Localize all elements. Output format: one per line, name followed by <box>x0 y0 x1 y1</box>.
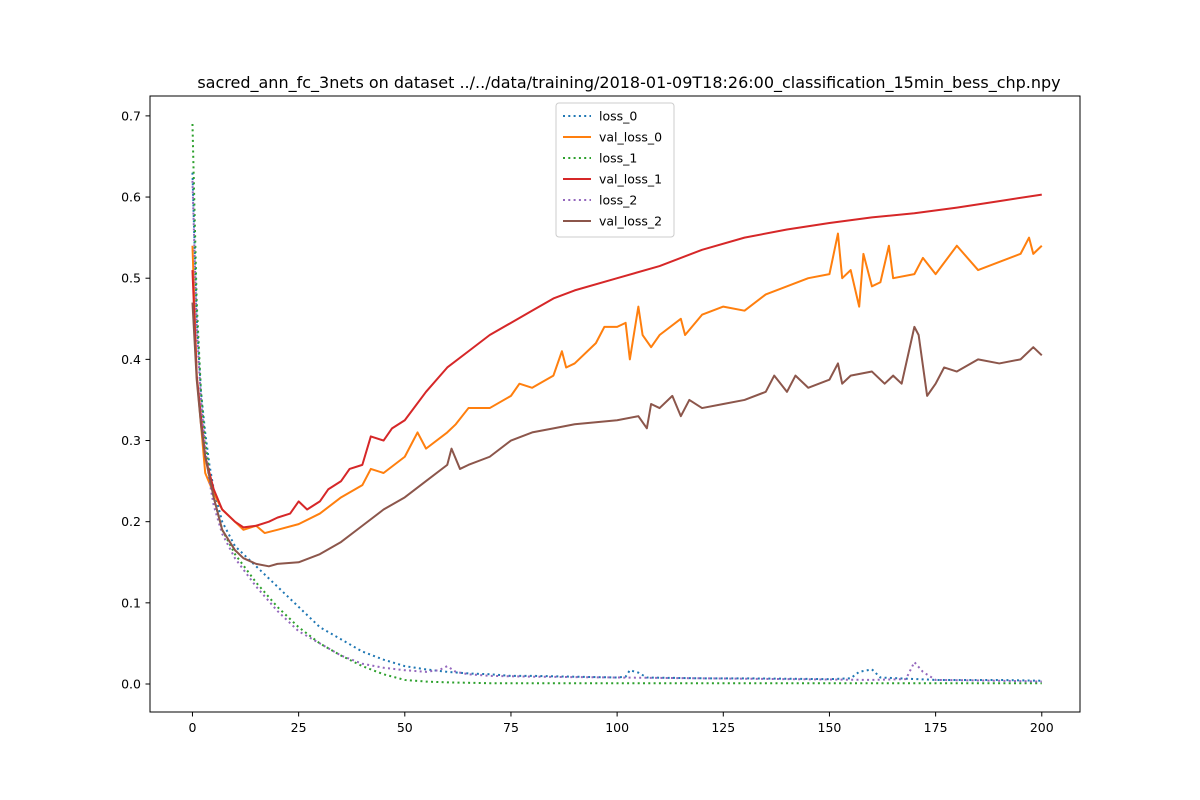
series-line-val-loss-2 <box>191 302 1043 568</box>
y-tick-label: 0.6 <box>121 190 141 205</box>
legend-label-loss-2: loss_2 <box>599 193 637 208</box>
x-tick-label: 50 <box>397 720 413 735</box>
y-tick-label: 0.1 <box>121 595 141 610</box>
x-tick-label: 25 <box>291 720 307 735</box>
y-tick-label: 0.7 <box>121 108 141 123</box>
plot-area-frame <box>149 95 1081 713</box>
y-tick-label: 0.4 <box>121 352 141 367</box>
chart-title: sacred_ann_fc_3nets on dataset ../../dat… <box>197 73 1060 93</box>
x-tick-label: 150 <box>818 720 842 735</box>
x-tick-label: 75 <box>503 720 519 735</box>
legend-label-val-loss-2: val_loss_2 <box>599 214 662 229</box>
legend-label-val-loss-0: val_loss_0 <box>599 130 662 145</box>
legend-label-val-loss-1: val_loss_1 <box>599 172 662 187</box>
x-tick-label: 200 <box>1030 720 1054 735</box>
y-axis-ticks: 0.0 0.1 0.2 0.3 0.4 0.5 0.6 0.7 <box>121 108 150 692</box>
y-tick-label: 0.0 <box>121 677 141 692</box>
x-tick-label: 125 <box>711 720 735 735</box>
x-tick-label: 0 <box>188 720 196 735</box>
x-tick-label: 100 <box>605 720 629 735</box>
legend-label-loss-0: loss_0 <box>599 109 637 124</box>
y-tick-label: 0.2 <box>121 514 141 529</box>
series-line-val-loss-1 <box>191 193 1042 529</box>
y-tick-label: 0.3 <box>121 433 141 448</box>
legend-label-loss-1: loss_1 <box>599 151 637 166</box>
series-line-loss-2 <box>191 180 1042 683</box>
series-line-val-loss-0 <box>191 232 1043 535</box>
legend: loss_0 val_loss_0 loss_1 val_loss_1 loss_2va… <box>555 102 675 238</box>
series-line-loss-0 <box>191 172 1042 682</box>
plot-series-group <box>191 123 1043 685</box>
x-axis-ticks: 0 25 50 75 100 125 150 175 200 <box>188 712 1054 735</box>
y-tick-label: 0.5 <box>121 271 141 286</box>
x-tick-label: 175 <box>924 720 948 735</box>
